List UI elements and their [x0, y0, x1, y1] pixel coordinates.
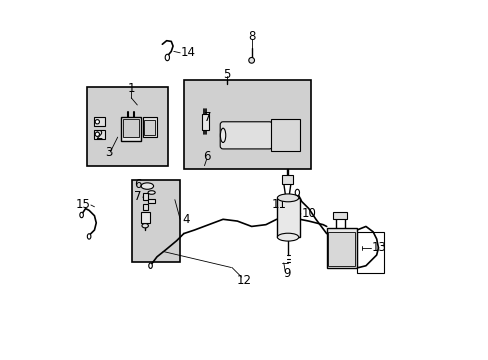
Circle shape	[248, 58, 254, 63]
Text: 10: 10	[301, 207, 316, 220]
Bar	[201, 114, 208, 130]
FancyBboxPatch shape	[220, 122, 272, 149]
Bar	[142, 193, 148, 200]
Ellipse shape	[277, 233, 298, 241]
Bar	[148, 199, 155, 203]
Text: 3: 3	[105, 146, 112, 159]
Circle shape	[95, 120, 99, 124]
Text: 15: 15	[75, 198, 90, 211]
Text: 11: 11	[271, 198, 286, 211]
Ellipse shape	[295, 189, 299, 196]
Bar	[144, 120, 155, 135]
Text: 7: 7	[203, 111, 211, 123]
Text: 6: 6	[134, 178, 142, 191]
Bar	[271, 119, 299, 152]
Text: 1: 1	[127, 82, 135, 95]
Circle shape	[95, 132, 99, 136]
Ellipse shape	[148, 263, 152, 269]
Bar	[87, 87, 167, 166]
Bar	[142, 117, 157, 137]
Bar	[183, 80, 310, 169]
Text: 7: 7	[134, 190, 142, 203]
Ellipse shape	[165, 54, 169, 61]
Text: 4: 4	[182, 213, 189, 226]
Bar	[94, 130, 105, 139]
Bar	[282, 175, 292, 184]
Text: 13: 13	[371, 241, 386, 255]
Bar	[332, 212, 346, 219]
Ellipse shape	[142, 224, 148, 228]
Text: 5: 5	[223, 68, 230, 81]
Bar	[123, 119, 139, 137]
Ellipse shape	[87, 234, 91, 239]
Text: 6: 6	[203, 150, 210, 163]
Bar	[121, 117, 141, 141]
Text: 14: 14	[181, 46, 196, 59]
Ellipse shape	[148, 191, 155, 194]
Ellipse shape	[277, 194, 298, 202]
Text: 2: 2	[95, 129, 102, 142]
Text: 8: 8	[247, 30, 255, 42]
Ellipse shape	[220, 128, 225, 143]
Bar	[142, 204, 148, 210]
Bar	[276, 198, 299, 237]
Ellipse shape	[80, 212, 83, 218]
Bar	[356, 232, 383, 273]
Ellipse shape	[141, 183, 153, 189]
Bar	[94, 117, 105, 126]
Bar	[326, 228, 356, 267]
Bar	[132, 180, 180, 262]
Bar	[328, 232, 354, 266]
Bar	[141, 212, 149, 223]
Text: 9: 9	[283, 267, 290, 280]
Text: 12: 12	[237, 274, 251, 287]
